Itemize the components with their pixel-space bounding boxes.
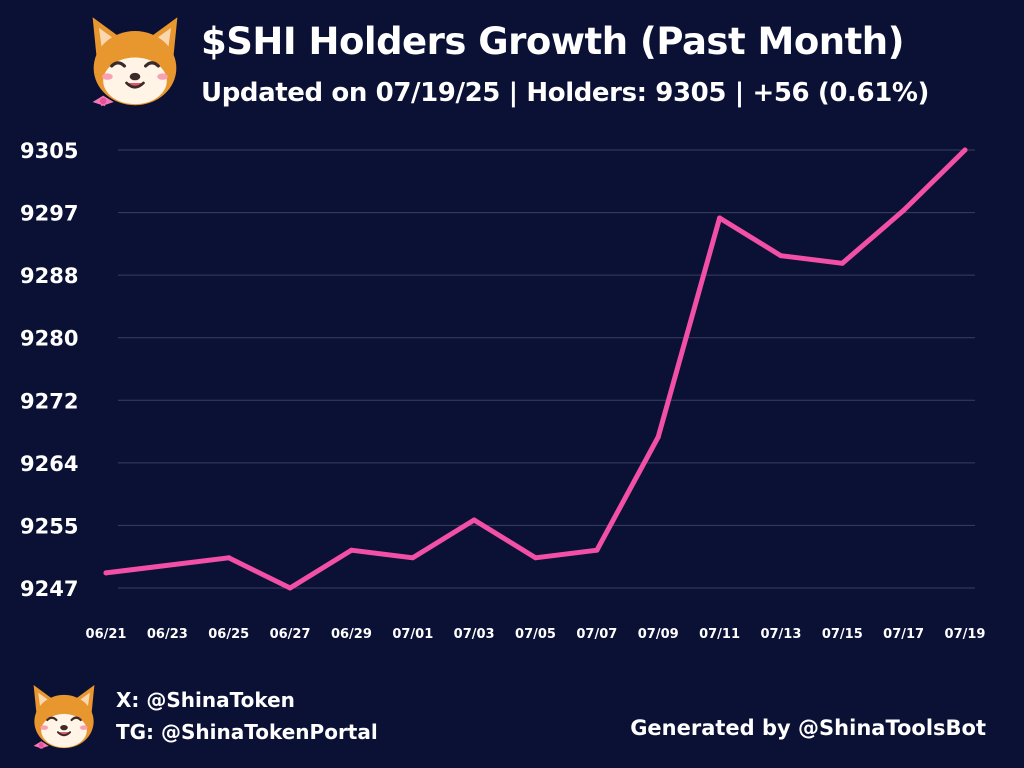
data-point <box>778 253 784 259</box>
y-axis-ticks: 9247 9255 9264 9272 9280 9288 9297 9305 <box>20 139 78 601</box>
page-title: $SHI Holders Growth (Past Month) <box>201 20 905 63</box>
holders-series-line <box>103 147 968 591</box>
data-point <box>655 434 661 440</box>
data-point <box>410 555 416 561</box>
x-tick-label: 06/25 <box>208 627 249 642</box>
y-tick-label: 9297 <box>20 202 78 226</box>
x-tick-label: 06/21 <box>86 627 127 642</box>
series-points <box>103 147 968 591</box>
y-tick-label: 9247 <box>20 577 78 601</box>
data-point <box>533 555 538 561</box>
data-point <box>901 207 907 213</box>
x-tick-label: 06/29 <box>331 627 372 642</box>
data-point <box>226 555 232 561</box>
data-point <box>839 260 845 266</box>
x-tick-label: 07/13 <box>760 627 801 642</box>
x-tick-label: 07/19 <box>945 627 986 642</box>
x-tick-label: 07/05 <box>515 627 556 642</box>
y-tick-label: 9280 <box>20 327 78 351</box>
shiba-inu-mascot-icon <box>92 17 178 107</box>
x-tick-label: 07/09 <box>638 627 679 642</box>
x-axis-ticks: 06/21 06/23 06/25 06/27 06/29 07/01 07/03 07/05… <box>86 627 986 642</box>
data-point <box>962 147 968 153</box>
footer-tg-handle: TG: @ShinaTokenPortal <box>116 720 378 744</box>
shiba-inu-mascot-icon <box>33 685 95 749</box>
data-point <box>103 570 109 576</box>
x-tick-label: 07/01 <box>392 627 433 642</box>
data-point <box>594 547 600 553</box>
y-tick-label: 9288 <box>20 264 78 288</box>
data-point <box>471 517 477 523</box>
data-point <box>287 585 293 591</box>
footer-x-handle: X: @ShinaToken <box>116 688 295 712</box>
footer-generated-by: Generated by @ShinaToolsBot <box>630 716 986 740</box>
data-point <box>717 215 723 221</box>
x-tick-label: 07/15 <box>822 627 863 642</box>
y-tick-label: 9305 <box>20 139 78 163</box>
y-tick-label: 9272 <box>20 389 78 413</box>
x-tick-label: 06/27 <box>270 627 311 642</box>
y-tick-label: 9264 <box>20 452 78 476</box>
chart-grid <box>118 149 975 589</box>
x-tick-label: 07/17 <box>883 627 924 642</box>
x-tick-label: 07/07 <box>576 627 617 642</box>
x-tick-label: 07/11 <box>699 627 740 642</box>
page-subtitle: Updated on 07/19/25 | Holders: 9305 | +5… <box>201 78 930 108</box>
x-tick-label: 07/03 <box>454 627 495 642</box>
y-tick-label: 9255 <box>20 514 78 538</box>
x-tick-label: 06/23 <box>147 627 188 642</box>
data-point <box>348 547 354 553</box>
